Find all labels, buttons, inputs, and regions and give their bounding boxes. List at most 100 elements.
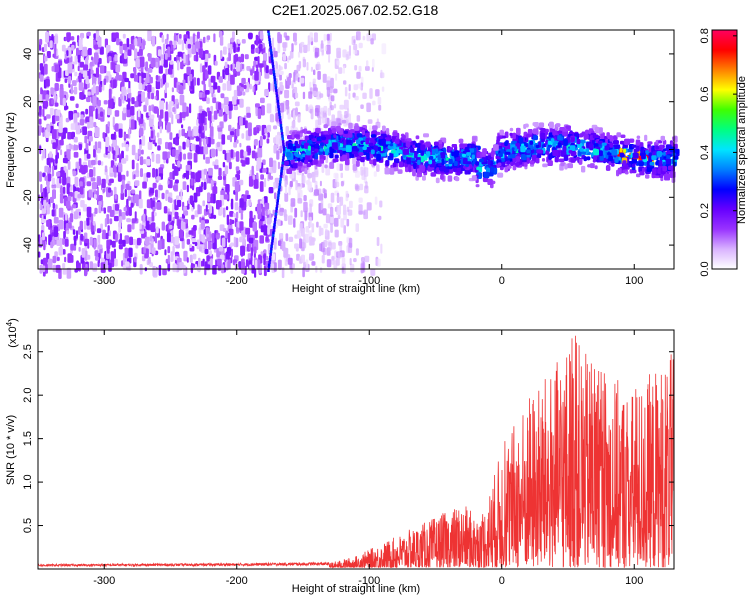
heatmap-cell xyxy=(172,170,175,180)
heatmap-cell xyxy=(226,214,230,225)
heatmap-cell xyxy=(113,248,116,259)
heatmap-cell xyxy=(310,66,313,72)
heatmap-cell xyxy=(558,158,565,163)
heatmap-cell xyxy=(173,57,177,62)
heatmap-cell xyxy=(251,44,255,50)
heatmap-cell xyxy=(557,130,563,134)
heatmap-cell xyxy=(202,258,205,267)
heatmap-cell xyxy=(362,161,365,167)
heatmap-cell xyxy=(369,159,374,165)
heatmap-cell xyxy=(329,162,335,169)
heatmap-cell xyxy=(134,101,139,108)
heatmap-cell xyxy=(69,213,74,223)
heatmap-cell xyxy=(199,48,203,59)
heatmap-cell xyxy=(105,260,108,269)
heatmap-cell xyxy=(59,193,64,204)
heatmap-cell xyxy=(263,265,267,277)
heatmap-cell xyxy=(90,177,96,182)
heatmap-cell xyxy=(62,263,66,269)
heatmap-cell xyxy=(297,157,301,162)
heatmap-cell xyxy=(170,251,174,262)
heatmap-cell xyxy=(269,68,273,75)
heatmap-cell xyxy=(71,204,77,209)
heatmap-cell xyxy=(284,89,290,99)
heatmap-cell xyxy=(107,245,110,254)
heatmap-cell xyxy=(273,125,278,130)
heatmap-cell xyxy=(183,53,186,64)
heatmap-cell xyxy=(65,213,68,221)
heatmap-cell xyxy=(600,133,604,141)
heatmap-cell xyxy=(248,147,252,154)
heatmap-cell xyxy=(141,135,146,146)
heatmap-cell xyxy=(72,80,77,86)
heatmap-cell xyxy=(209,250,212,257)
heatmap-cell xyxy=(376,153,381,161)
heatmap-cell xyxy=(152,167,156,178)
heatmap-cell xyxy=(72,170,77,177)
heatmap-cell xyxy=(165,101,168,110)
heatmap-cell xyxy=(76,162,80,171)
heatmap-cell xyxy=(583,156,587,162)
heatmap-cell xyxy=(514,146,518,152)
heatmap-cell xyxy=(253,246,257,254)
heatmap-cell xyxy=(268,187,274,194)
heatmap-cell xyxy=(271,263,275,269)
heatmap-cell xyxy=(295,107,298,114)
heatmap-cell xyxy=(118,222,122,228)
heatmap-cell xyxy=(287,113,291,120)
heatmap-cell xyxy=(123,134,129,139)
heatmap-cell xyxy=(131,144,136,156)
heatmap-cell xyxy=(195,144,201,155)
heatmap-cell xyxy=(223,227,227,232)
heatmap-cell xyxy=(156,176,161,181)
heatmap-cell xyxy=(123,207,127,212)
heatmap-cell xyxy=(306,62,309,71)
heatmap-cell xyxy=(95,86,99,95)
heatmap-cell xyxy=(358,197,363,203)
heatmap-cell xyxy=(273,262,277,272)
heatmap-cell xyxy=(497,172,504,178)
heatmap-cell xyxy=(330,206,334,217)
heatmap-cell xyxy=(65,93,69,99)
heatmap-cell xyxy=(425,162,429,169)
heatmap-cell xyxy=(320,40,324,49)
heatmap-cell xyxy=(79,186,84,195)
heatmap-cell xyxy=(227,135,231,140)
heatmap-cell xyxy=(167,142,173,150)
heatmap-cell xyxy=(273,144,277,154)
heatmap-cell xyxy=(236,61,240,72)
heatmap-cell xyxy=(393,166,399,172)
heatmap-cell xyxy=(243,194,247,202)
heatmap-cell xyxy=(320,199,324,211)
heatmap-cell xyxy=(81,248,86,258)
heatmap-cell xyxy=(659,160,663,167)
heatmap-cell xyxy=(327,107,331,116)
heatmap-cell xyxy=(143,173,147,184)
heatmap-cell xyxy=(290,198,296,207)
heatmap-cell xyxy=(86,181,92,187)
heatmap-cell xyxy=(114,204,119,211)
heatmap-cell xyxy=(609,135,614,142)
heatmap-cell xyxy=(326,33,330,41)
heatmap-cell xyxy=(150,130,154,139)
heatmap-cell xyxy=(73,211,79,220)
heatmap-cell xyxy=(205,264,211,270)
heatmap-cell xyxy=(464,146,469,151)
heatmap-cell xyxy=(145,220,150,230)
heatmap-cell xyxy=(339,163,343,171)
heatmap-cell xyxy=(66,149,71,160)
heatmap-cell xyxy=(223,46,227,55)
heatmap-cell xyxy=(118,128,123,138)
heatmap-cell xyxy=(249,83,252,90)
heatmap-cell xyxy=(189,244,192,248)
heatmap-cell xyxy=(134,194,140,204)
heatmap-cell xyxy=(103,78,107,86)
heatmap-cell xyxy=(248,237,254,244)
heatmap-cell xyxy=(245,227,251,235)
heatmap-cell xyxy=(302,91,306,100)
heatmap-cell xyxy=(89,169,94,178)
heatmap-cell xyxy=(154,95,157,100)
heatmap-cell xyxy=(269,157,273,168)
heatmap-cell xyxy=(141,91,145,103)
heatmap-cell xyxy=(230,74,235,85)
